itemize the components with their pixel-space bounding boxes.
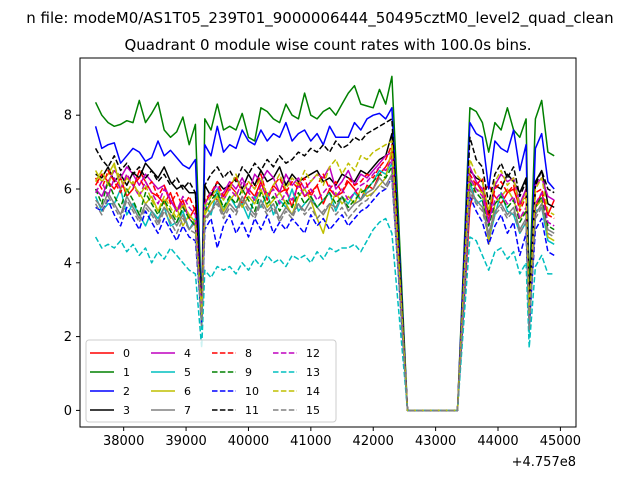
series-line-12 [94,158,555,412]
x-tick-label: 44000 [477,434,518,449]
series-line-10 [95,177,555,412]
legend-label-12: 12 [306,347,320,360]
legend-label-1: 1 [123,366,130,379]
legend-label-14: 14 [306,385,320,398]
legend-label-0: 0 [123,347,130,360]
x-tick-label: 43000 [415,434,456,449]
series-line-15 [94,177,555,412]
series-line-3 [95,132,555,412]
legend-label-3: 3 [123,404,130,417]
x-tick-label: 38000 [103,434,144,449]
chart-title: Quadrant 0 module wise count rates with … [124,36,531,54]
x-axis: 38000 39000 40000 41000 42000 43000 44000 45000 [103,427,581,449]
figure-suptitle: n file: modeM0/AS1T05_239T01_9000006444_… [26,9,613,28]
series-line-8 [94,143,555,412]
legend-label-8: 8 [245,347,252,360]
series-line-13 [94,217,555,412]
legend-label-2: 2 [123,385,130,398]
series-line-14 [94,140,555,412]
y-tick-label: 8 [64,109,72,124]
y-tick-label: 2 [64,330,72,345]
legend-label-10: 10 [245,385,259,398]
legend-label-13: 13 [306,366,320,379]
series-line-7 [95,173,555,412]
y-tick-label: 0 [64,404,72,419]
series-layer [94,75,555,412]
x-tick-label: 39000 [165,434,206,449]
plot-frame [79,57,577,428]
y-tick-label: 6 [64,182,72,197]
x-tick-label: 42000 [353,434,394,449]
x-tick-label: 45000 [540,434,581,449]
y-axis: 0 2 4 6 8 [64,109,80,419]
y-tick-label: 4 [64,256,72,271]
legend-label-6: 6 [184,385,191,398]
legend-label-5: 5 [184,366,191,379]
series-line-9 [94,166,555,412]
x-axis-offset-label: +4.757e8 [512,455,576,470]
legend-label-15: 15 [306,404,320,417]
legend-label-4: 4 [184,347,191,360]
series-line-2 [94,107,555,412]
legend-label-7: 7 [184,404,191,417]
series-line-11 [94,118,555,412]
series-line-1 [94,75,555,412]
legend-frame [85,339,337,423]
legend-label-9: 9 [245,366,252,379]
legend-label-11: 11 [245,404,259,417]
x-tick-label: 41000 [290,434,331,449]
x-tick-label: 40000 [228,434,269,449]
